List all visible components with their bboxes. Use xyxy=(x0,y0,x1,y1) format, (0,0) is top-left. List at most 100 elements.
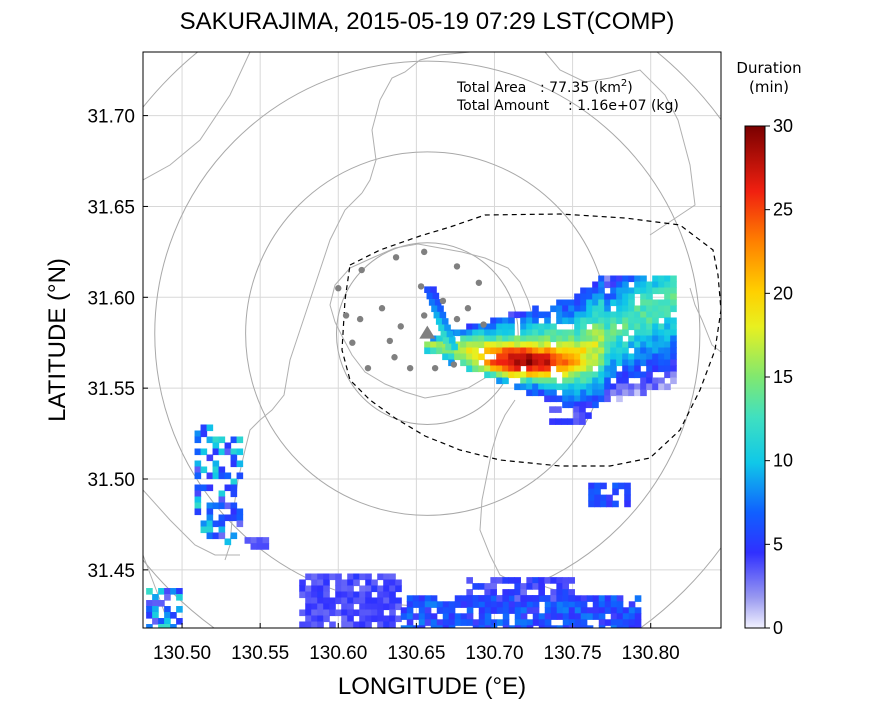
plume-cell xyxy=(532,317,539,325)
east-small-cell xyxy=(606,494,613,502)
west-coast-cell xyxy=(194,460,202,468)
south-band-cell xyxy=(508,589,515,596)
plume-cell xyxy=(544,353,551,361)
south-band-cell xyxy=(490,577,497,584)
plume-cell xyxy=(532,359,539,367)
plume-cell xyxy=(466,353,473,361)
west-coast-cell xyxy=(194,484,202,492)
south-band-cell xyxy=(622,613,630,620)
plume-cell xyxy=(610,353,617,361)
south-band-cell xyxy=(442,607,450,614)
south-band-cell xyxy=(460,601,468,608)
south-band-cell xyxy=(436,619,444,626)
south-band-cell xyxy=(520,619,528,626)
west-coast-cell xyxy=(206,454,214,462)
plume-cell xyxy=(646,377,653,385)
y-tick-label: 31.65 xyxy=(87,197,135,218)
plume-cell xyxy=(580,335,587,343)
plume-cell xyxy=(526,365,533,373)
south-band-cell xyxy=(317,579,324,587)
plume-cell xyxy=(604,365,611,373)
plume-cell xyxy=(658,353,665,361)
south-band-cell xyxy=(460,613,468,620)
plume-cell xyxy=(508,359,515,367)
plume-cell xyxy=(508,335,515,343)
plume-cell xyxy=(628,311,635,319)
plume-cell xyxy=(628,335,635,343)
plume-cell xyxy=(652,383,659,391)
plume-cell xyxy=(634,329,641,337)
plume-cell xyxy=(460,329,467,337)
west-coast-cell xyxy=(224,514,232,522)
south-band-cell xyxy=(622,625,630,628)
plume-cell xyxy=(598,365,605,373)
east-small-cell xyxy=(588,500,595,508)
plume-cell xyxy=(466,347,473,355)
plume-cell xyxy=(484,347,491,355)
plume-cell xyxy=(598,377,605,385)
plume-cell xyxy=(520,383,527,391)
south-band-cell xyxy=(299,585,306,593)
south-band-cell xyxy=(341,597,348,605)
south-band-cell xyxy=(574,619,582,626)
south-band-cell xyxy=(628,613,636,620)
plume-cell xyxy=(436,341,443,349)
station-dot-icon xyxy=(364,364,372,372)
south-band-cell xyxy=(538,595,546,602)
total-area-sup: 2 xyxy=(621,78,627,89)
east-small-cell xyxy=(573,406,580,413)
south-band-cell xyxy=(353,609,360,617)
south-band-cell xyxy=(395,585,402,593)
plume-cell xyxy=(502,353,509,361)
plume-cell xyxy=(616,329,623,337)
south-band-cell xyxy=(305,573,312,581)
plume-cell xyxy=(466,365,473,373)
south-band-cell xyxy=(568,607,576,614)
plume-cell xyxy=(658,311,665,319)
south-band-cell xyxy=(484,613,492,620)
plume-cell xyxy=(454,329,461,337)
south-band-cell xyxy=(616,607,624,614)
coastline-north-bay xyxy=(361,52,696,236)
plume-cell xyxy=(514,371,521,379)
south-band-cell xyxy=(430,595,438,602)
plume-cell xyxy=(544,341,551,349)
south-band-cell xyxy=(604,619,612,626)
plume-cell xyxy=(484,359,491,367)
south-band-cell xyxy=(460,595,468,602)
plume-cell xyxy=(520,347,527,355)
south-band-cell xyxy=(526,583,533,590)
plume-cell xyxy=(634,371,641,379)
plume-cell xyxy=(580,365,587,373)
plume-cell xyxy=(652,323,659,331)
plume-cell xyxy=(562,383,569,391)
plume-cell xyxy=(550,377,557,385)
plume-cell xyxy=(598,371,605,379)
south-band-cell xyxy=(365,621,372,628)
south-band-cell xyxy=(353,621,360,628)
south-band-cell xyxy=(317,573,324,581)
plume-cell xyxy=(586,395,593,403)
west-coast-cell xyxy=(194,490,202,498)
plume-cell xyxy=(598,305,605,313)
plume-cell xyxy=(610,281,617,289)
plume-cell xyxy=(664,383,671,391)
south-band-cell xyxy=(598,613,606,620)
plume-cell xyxy=(568,329,575,337)
south-band-cell xyxy=(538,577,545,584)
west-coast-cell xyxy=(212,472,220,480)
plume-cell xyxy=(574,335,581,343)
plume-cell xyxy=(652,377,659,385)
south-band-cell xyxy=(544,625,552,628)
plume-cell xyxy=(532,341,539,349)
south-band-cell xyxy=(490,607,498,614)
plume-cell xyxy=(610,323,617,331)
plume-cell xyxy=(550,329,557,337)
south-band-cell xyxy=(371,609,378,617)
plume-cell xyxy=(658,359,665,367)
plume-cell xyxy=(658,335,665,343)
x-tick-label: 130.60 xyxy=(309,643,367,664)
southwest-cell xyxy=(176,588,183,595)
south-band-cell xyxy=(562,619,570,626)
south-band-cell xyxy=(383,591,390,599)
